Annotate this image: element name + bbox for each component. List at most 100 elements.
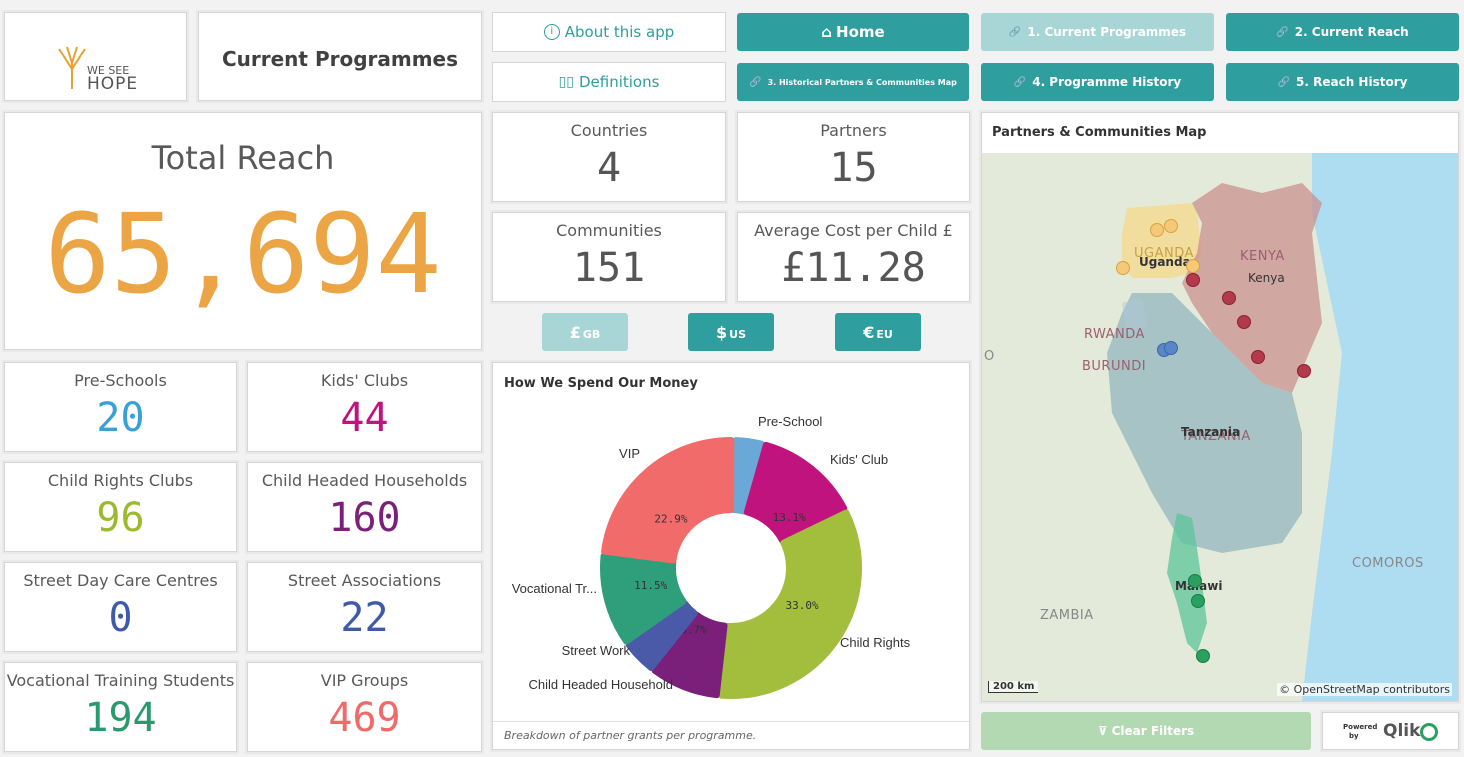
programme-card: Street Day Care Centres 0: [4, 562, 237, 652]
programme-label: Pre-Schools: [74, 371, 167, 390]
map-marker[interactable]: [1251, 350, 1265, 364]
map-marker[interactable]: [1297, 364, 1311, 378]
currency-us-button[interactable]: $ US: [688, 313, 774, 351]
programme-label: Vocational Training Students: [6, 671, 235, 690]
partners-card: Partners 15: [737, 112, 970, 202]
donut-slice-label: Kids' Club: [830, 452, 888, 467]
map-marker[interactable]: [1186, 259, 1200, 273]
home-button[interactable]: ⌂ Home: [737, 13, 969, 51]
communities-value: 151: [572, 245, 646, 291]
page-title: Current Programmes: [221, 47, 459, 71]
programme-value: 194: [84, 695, 157, 741]
map-marker[interactable]: [1116, 261, 1130, 275]
donut-slice-label: Street Work: [562, 643, 631, 658]
current-programmes-button[interactable]: 🔗 1. Current Programmes: [981, 13, 1214, 51]
map-marker[interactable]: [1164, 219, 1178, 233]
programme-label: Child Headed Households: [261, 471, 468, 490]
currency-us-code: US: [729, 328, 746, 341]
current-reach-button[interactable]: 🔗 2. Current Reach: [1226, 13, 1459, 51]
programme-label: Street Day Care Centres: [23, 571, 218, 590]
map-scale: 200 km: [988, 681, 1039, 693]
map-attribution[interactable]: © OpenStreetMap contributors: [1277, 683, 1452, 696]
tanzania-region[interactable]: [1107, 293, 1302, 553]
programme-value: 469: [328, 695, 401, 741]
programme-value: 96: [96, 495, 145, 541]
pound-icon: £: [569, 322, 581, 342]
filter-clear-icon: ⊽: [1097, 724, 1108, 738]
map-label-edge: O: [984, 349, 995, 364]
link-icon: 🔗: [1008, 26, 1022, 38]
partners-label: Partners: [820, 121, 887, 140]
map-marker[interactable]: [1188, 574, 1202, 588]
countries-card: Countries 4: [492, 112, 726, 202]
donut-slice-label: Child Rights: [840, 635, 911, 650]
map-label-uganda-small: Uganda: [1139, 255, 1191, 269]
avg-cost-card: Average Cost per Child £ £11.28: [737, 212, 970, 302]
programme-card: Child Rights Clubs 96: [4, 462, 237, 552]
map-marker[interactable]: [1186, 273, 1200, 287]
communities-card: Communities 151: [492, 212, 726, 302]
map-marker[interactable]: [1150, 223, 1164, 237]
currency-gb-button[interactable]: £ GB: [542, 313, 628, 351]
tree-logo-icon: [57, 43, 87, 89]
about-button[interactable]: i About this app: [492, 12, 726, 52]
programme-card: Kids' Clubs 44: [247, 362, 482, 452]
reach-history-label: 5. Reach History: [1296, 75, 1408, 89]
avg-cost-label: Average Cost per Child £: [754, 221, 953, 240]
programme-value: 22: [340, 595, 389, 641]
partners-value: 15: [829, 145, 878, 191]
programme-history-label: 4. Programme History: [1032, 75, 1182, 89]
about-label: About this app: [564, 23, 675, 41]
programme-value: 44: [340, 395, 389, 441]
donut-slice[interactable]: [718, 509, 862, 699]
map-marker[interactable]: [1237, 315, 1251, 329]
malawi-region[interactable]: [1167, 513, 1207, 653]
reach-history-button[interactable]: 🔗 5. Reach History: [1226, 63, 1459, 101]
map-marker[interactable]: [1196, 649, 1210, 663]
total-reach-label: Total Reach: [151, 139, 335, 177]
logo-text-2: HOPE: [87, 74, 139, 94]
donut-chart[interactable]: Pre-School 13.1% Kids' Club 33.0% Child Righ…: [493, 393, 969, 733]
programme-history-button[interactable]: 🔗 4. Programme History: [981, 63, 1214, 101]
historical-map-label: 3. Historical Partners & Communities Map: [767, 77, 957, 87]
map-view[interactable]: UGANDA Uganda KENYA Kenya RWANDA BURUNDI…: [982, 153, 1458, 701]
programme-value: 160: [328, 495, 401, 541]
dollar-icon: $: [716, 322, 728, 342]
map-title: Partners & Communities Map: [992, 125, 1207, 140]
link-icon: 🔗: [749, 76, 762, 88]
donut-slice[interactable]: [600, 552, 687, 645]
definitions-button[interactable]: ▯▯ Definitions: [492, 62, 726, 102]
donut-slice[interactable]: [651, 611, 728, 699]
currency-eu-button[interactable]: € EU: [835, 313, 921, 351]
home-label: Home: [836, 23, 885, 41]
map-marker[interactable]: [1222, 291, 1236, 305]
info-icon: i: [543, 24, 560, 40]
donut-pct-label: 33.0%: [785, 599, 818, 612]
programme-card: Pre-Schools 20: [4, 362, 237, 452]
donut-slice[interactable]: [743, 441, 848, 545]
qlik-badge[interactable]: Powered by Qlik: [1322, 712, 1459, 750]
qlik-logo: Qlik: [1383, 721, 1421, 741]
map-label-zambia: ZAMBIA: [1040, 608, 1094, 623]
home-icon: ⌂: [821, 23, 833, 41]
historical-map-button[interactable]: 🔗 3. Historical Partners & Communities M…: [737, 63, 969, 101]
logo-card: WE SEE HOPE: [4, 12, 187, 101]
clear-filters-button[interactable]: ⊽ Clear Filters: [981, 712, 1311, 750]
map-marker[interactable]: [1191, 594, 1205, 608]
programme-value: 20: [96, 395, 145, 441]
spend-chart-title: How We Spend Our Money: [504, 376, 698, 391]
donut-pct-label: 13.1%: [773, 511, 806, 524]
kenya-region[interactable]: [1182, 183, 1322, 393]
donut-slice[interactable]: [601, 437, 735, 564]
qlik-powered: Powered: [1343, 723, 1378, 731]
map-label-tanzania-small: Tanzania: [1181, 425, 1241, 439]
avg-cost-value: £11.28: [781, 245, 926, 291]
spend-chart-card: How We Spend Our Money Pre-School 13.1% Ki…: [492, 362, 970, 750]
qlik-by: by: [1349, 732, 1359, 740]
page-title-card: Current Programmes: [198, 12, 482, 101]
map-marker[interactable]: [1164, 341, 1178, 355]
current-reach-label: 2. Current Reach: [1294, 25, 1409, 39]
current-programmes-label: 1. Current Programmes: [1027, 25, 1187, 39]
logo-text-1: WE SEE: [87, 64, 130, 77]
uganda-region[interactable]: [1122, 203, 1202, 278]
